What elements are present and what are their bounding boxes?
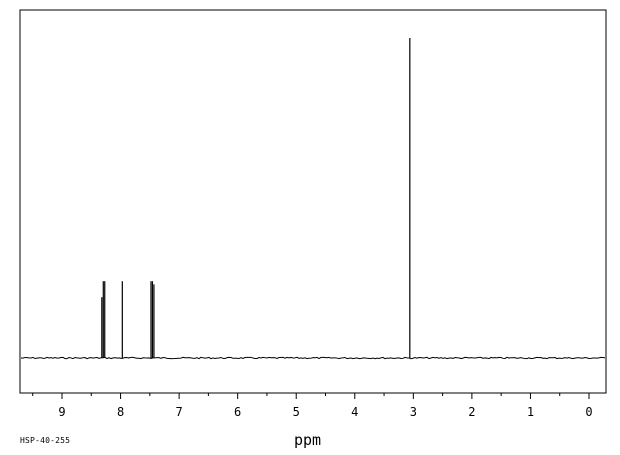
x-tick-label: 4 — [351, 405, 358, 419]
sample-id-label: HSP-40-255 — [20, 436, 71, 445]
x-tick-label: 9 — [58, 405, 65, 419]
x-tick-label: 3 — [410, 405, 417, 419]
plot-frame — [19, 9, 607, 394]
x-tick-label: 5 — [293, 405, 300, 419]
x-tick-label: 6 — [234, 405, 241, 419]
x-tick-label: 1 — [527, 405, 534, 419]
x-axis-ticks: 9 8 7 6 5 4 3 2 1 0 — [32, 393, 593, 419]
x-tick-label: 8 — [117, 405, 124, 419]
x-axis-label: ppm — [294, 431, 322, 449]
spectrum-trace — [20, 38, 606, 360]
x-tick-label: 0 — [585, 405, 592, 419]
x-tick-label: 7 — [175, 405, 182, 419]
spectrum-baseline — [20, 356, 606, 360]
x-tick-label: 2 — [468, 405, 475, 419]
